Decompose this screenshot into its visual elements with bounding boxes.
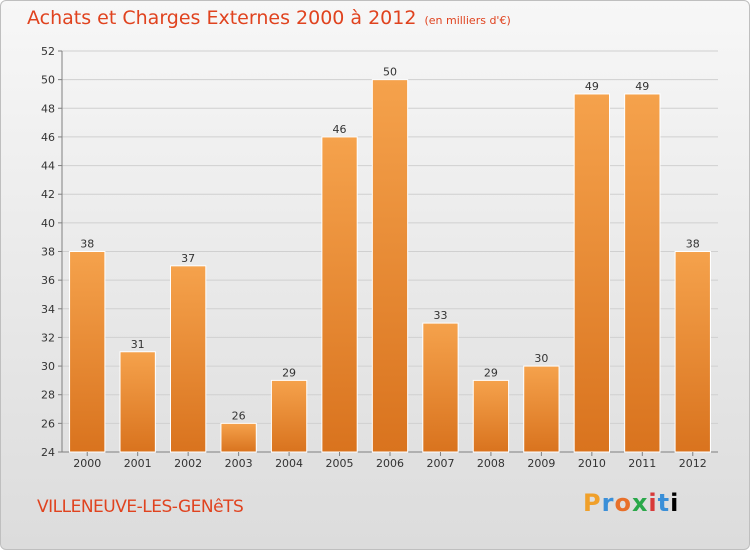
x-tick-label: 2011 [628, 457, 656, 470]
bar-value-label: 29 [484, 366, 498, 379]
y-tick-label: 36 [41, 274, 55, 287]
x-tick-label: 2009 [527, 457, 555, 470]
x-tick-label: 2010 [578, 457, 606, 470]
x-tick-label: 2012 [679, 457, 707, 470]
bar-value-label: 46 [333, 123, 347, 136]
bar [573, 93, 611, 453]
x-tick-label: 2004 [275, 457, 303, 470]
bar [422, 322, 459, 453]
bar [270, 379, 308, 453]
bar [119, 351, 156, 453]
x-tick-label: 2006 [376, 457, 404, 470]
chart-subtitle: (en milliers d'€) [424, 14, 511, 27]
y-tick-label: 40 [41, 217, 55, 230]
chart-title: Achats et Charges Externes 2000 à 2012 [27, 7, 417, 29]
y-tick-label: 28 [41, 389, 55, 402]
bar-value-label: 38 [80, 238, 94, 251]
bar-value-label: 38 [686, 238, 700, 251]
bar-value-label: 29 [282, 366, 296, 379]
bar [169, 265, 207, 453]
bar [472, 379, 510, 453]
bar [69, 251, 106, 453]
chart-title-block: Achats et Charges Externes 2000 à 2012 (e… [27, 7, 511, 29]
y-tick-label: 32 [41, 331, 55, 344]
bar-value-label: 50 [383, 66, 397, 79]
x-tick-label: 2005 [326, 457, 354, 470]
bar-value-label: 49 [585, 80, 599, 93]
y-tick-label: 46 [41, 131, 55, 144]
bar [523, 365, 560, 453]
y-tick-label: 24 [41, 446, 55, 459]
bar [624, 93, 661, 453]
y-tick-label: 26 [41, 417, 55, 430]
y-tick-label: 30 [41, 360, 55, 373]
y-tick-label: 42 [41, 188, 55, 201]
y-tick-label: 44 [41, 160, 55, 173]
y-tick-label: 34 [41, 303, 55, 316]
x-tick-label: 2008 [477, 457, 505, 470]
y-tick-label: 52 [41, 45, 55, 58]
bar [220, 422, 257, 453]
y-tick-label: 38 [41, 246, 55, 259]
bar-value-label: 33 [433, 309, 447, 322]
x-tick-label: 2002 [174, 457, 202, 470]
commune-name: VILLENEUVE-LES-GENêTS [37, 497, 244, 517]
y-tick-label: 50 [41, 74, 55, 87]
bar-value-label: 37 [181, 252, 195, 265]
x-tick-label: 2000 [73, 457, 101, 470]
bar-value-label: 26 [232, 409, 246, 422]
bar [674, 251, 711, 453]
bar-value-label: 49 [635, 80, 649, 93]
x-tick-label: 2007 [426, 457, 454, 470]
x-tick-label: 2001 [124, 457, 152, 470]
bar [371, 79, 409, 453]
x-tick-label: 2003 [225, 457, 253, 470]
proxiti-logo: Proxiti [583, 489, 680, 517]
y-tick-label: 48 [41, 102, 55, 115]
bar [321, 136, 358, 453]
bar-value-label: 30 [534, 352, 548, 365]
bar-value-label: 31 [131, 338, 145, 351]
